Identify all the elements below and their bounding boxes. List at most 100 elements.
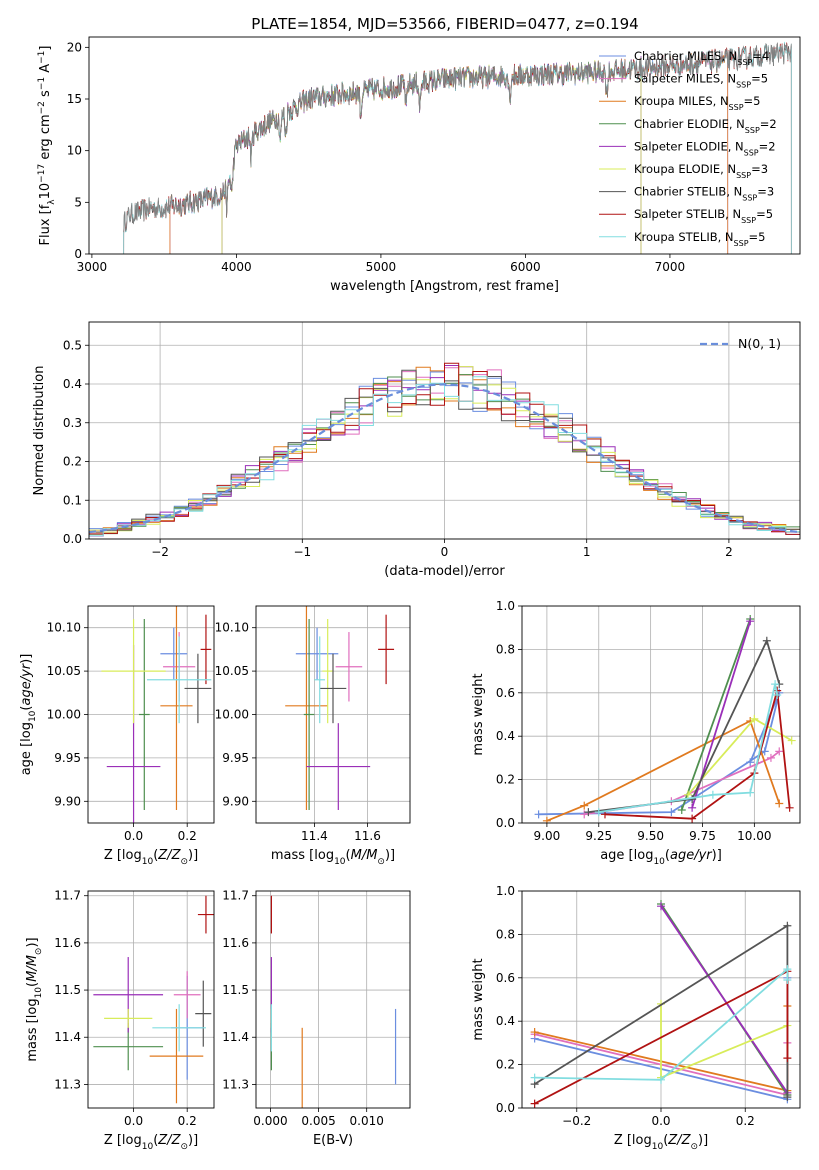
mass-weight-marker	[783, 1054, 792, 1063]
x-tick-label: 0.2	[178, 829, 197, 843]
mass-weight-marker	[530, 1073, 539, 1082]
mass-weight-line	[680, 618, 752, 811]
y-tick-label: 9.95	[54, 751, 81, 765]
plot-area	[256, 606, 410, 823]
x-tick-label: 10.00	[737, 829, 771, 843]
mass-weight-marker	[542, 816, 551, 823]
mass-weight-marker	[787, 736, 796, 745]
x-tick-label: 6000	[510, 260, 541, 274]
spectrum-legend: Chabrier MILES, NSSP=4 Salpeter MILES, NS…	[599, 49, 777, 247]
x-tick-label: 9.50	[637, 829, 664, 843]
y-tick-label: 11.3	[222, 1077, 249, 1091]
x-tick-label: 0.2	[736, 1114, 755, 1128]
y-tick-label: 0.8	[496, 642, 515, 656]
x-tick-label: 9.75	[689, 829, 716, 843]
y-axis-label: age [log10(age/yr)]	[19, 654, 38, 776]
y-tick-label: 10.10	[215, 621, 249, 635]
mass-weight-marker	[783, 1093, 792, 1102]
mass-weight-marker	[530, 1099, 539, 1108]
y-tick-label: 0	[74, 247, 82, 261]
plot-area	[89, 322, 800, 539]
y-tick-label: 11.7	[222, 889, 249, 903]
y-tick-label: 5	[74, 195, 82, 209]
y-tick-label: 10.10	[47, 621, 81, 635]
x-tick-label: 0.2	[178, 1114, 197, 1128]
y-tick-label: 0.6	[496, 686, 515, 700]
y-tick-label: 10.00	[47, 708, 81, 722]
x-tick-label: −1	[293, 545, 311, 559]
legend-label: Chabrier MILES, NSSP=4	[634, 49, 769, 67]
mass-weight-marker	[785, 803, 794, 812]
x-tick-label: 9.00	[534, 829, 561, 843]
mass-weight-marker	[584, 808, 593, 817]
legend-label: Kroupa MILES, NSSP=5	[634, 94, 760, 112]
x-tick-label: 0.000	[253, 1114, 287, 1128]
mass-weight-marker	[688, 814, 697, 823]
y-tick-label: 0.0	[496, 816, 515, 830]
legend-label: Salpeter MILES, NSSP=5	[634, 72, 768, 90]
x-axis-label: age [log10(age/yr)]	[600, 848, 722, 867]
x-tick-label: 11.6	[354, 829, 381, 843]
axes-residuals: −2 −1 0 1 2 0.0 0.1 0.2 0.3 0.4 0.5 (data-model)/er…	[32, 321, 801, 579]
plot-area	[522, 891, 800, 1108]
mass-weight-marker	[677, 805, 686, 814]
plot-area	[522, 606, 800, 823]
axes-frame	[255, 605, 411, 824]
y-tick-label: 11.6	[54, 936, 81, 950]
y-tick-label: 0.2	[63, 455, 82, 469]
mass-weight-marker	[771, 680, 780, 689]
y-tick-label: 10	[67, 144, 82, 158]
y-tick-label: 11.7	[54, 889, 81, 903]
legend-label: N(0, 1)	[738, 336, 781, 351]
y-tick-label: 11.4	[54, 1030, 81, 1044]
mass-weight-marker	[775, 747, 784, 756]
y-axis-label: mass [log10(M/M⊙)]	[25, 937, 44, 1061]
axes-frame	[521, 890, 801, 1109]
mass-weight-marker	[708, 790, 717, 799]
mass-weight-marker	[783, 975, 792, 984]
x-tick-label: −0.2	[562, 1114, 591, 1128]
mass-weight-marker	[746, 788, 755, 797]
plot-area	[88, 606, 214, 823]
mass-weight-marker	[746, 617, 755, 626]
x-tick-label: 0.0	[651, 1114, 670, 1128]
mass-weight-marker	[775, 799, 784, 808]
mass-weight-marker	[594, 808, 603, 817]
x-tick-label: 4000	[221, 260, 252, 274]
axes-age_vs_Z: 0.0 0.2 9.90 9.95 10.00 10.05 10.10 Z [log10(Z/…	[19, 605, 215, 867]
y-tick-label: 11.3	[54, 1077, 81, 1091]
y-axis-label: Normed distribution	[32, 366, 47, 496]
y-tick-label: 11.6	[222, 936, 249, 950]
axes-frame	[87, 605, 215, 824]
mass-weight-marker	[683, 790, 692, 799]
x-axis-label: E(B-V)	[313, 1133, 353, 1148]
y-tick-label: 1.0	[496, 884, 515, 898]
x-tick-label: 0.0	[124, 1114, 143, 1128]
mass-weight-marker	[760, 747, 769, 756]
mass-weight-marker	[657, 1075, 665, 1084]
x-tick-label: 0.005	[301, 1114, 335, 1128]
y-tick-label: 15	[67, 92, 82, 106]
y-tick-label: 1.0	[496, 599, 515, 613]
y-tick-label: 10.05	[47, 664, 81, 678]
mass-weight-marker	[657, 902, 665, 911]
x-tick-label: 11.4	[301, 829, 328, 843]
legend-label: Chabrier ELODIE, NSSP=2	[634, 117, 777, 135]
y-tick-label: 0.6	[496, 971, 515, 985]
plot-area	[88, 891, 214, 1108]
mass-weight-line	[538, 692, 781, 816]
y-tick-label: 0.3	[63, 416, 82, 430]
model-spectrum-line	[221, 58, 642, 254]
x-tick-label: 2	[725, 545, 733, 559]
y-tick-label: 0.2	[496, 1058, 515, 1072]
y-tick-label: 9.90	[54, 794, 81, 808]
axes-mass_vs_Z: 0.0 0.2 11.3 11.4 11.5 11.6 11.7 Z [log10(Z/Z⊙)…	[25, 889, 215, 1152]
y-tick-label: 0.2	[496, 773, 515, 787]
mass-weight-marker	[580, 810, 589, 819]
mass-weight-line	[588, 638, 781, 813]
axes-age_vs_mass: 11.4 11.6 9.90 9.95 10.00 10.05 10.10 mass [log…	[215, 605, 411, 867]
mass-weight-marker	[667, 808, 676, 817]
mass-weight-marker	[783, 965, 792, 974]
figure-title: PLATE=1854, MJD=53566, FIBERID=0477, z=0…	[251, 15, 638, 33]
axes-frame	[87, 890, 215, 1109]
